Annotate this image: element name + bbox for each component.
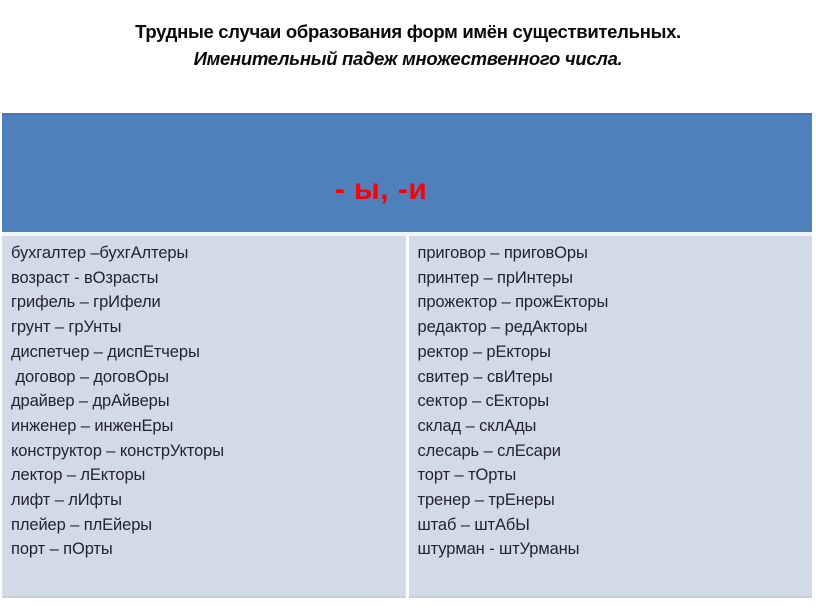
- word-pair-row: конструктор – констрУкторы: [11, 441, 225, 460]
- word-pair-row: инженер – инженЕры: [11, 416, 174, 435]
- word-pair-row: плейер – плЕйеры: [11, 515, 153, 534]
- word-pair-row: сектор – сЕкторы: [417, 392, 550, 411]
- word-endings-table: - ы, -и бухгалтер –бухгАлтеры возраст - в…: [2, 113, 812, 598]
- left-word-column: бухгалтер –бухгАлтеры возраст - вОзрасты г…: [2, 236, 406, 598]
- column-divider: [405, 236, 409, 598]
- word-pair-row: слесарь – слЕсари: [417, 441, 562, 460]
- word-pair-row: порт – пОрты: [11, 540, 113, 559]
- word-pair-row: бухгалтер –бухгАлтеры: [11, 244, 189, 262]
- word-pair-row: свитер – свИтеры: [417, 367, 553, 386]
- word-pair-row: ректор – рЕкторы: [417, 342, 552, 361]
- word-pair-row: редактор – редАкторы: [417, 318, 588, 337]
- word-pair-row: штаб – штАбЫ: [417, 515, 530, 534]
- right-word-column: приговор – приговОры принтер – прИнтеры пр…: [408, 236, 812, 598]
- slide-subtitle: Именительный падеж множественного числа.: [193, 48, 623, 69]
- table-body: бухгалтер –бухгАлтеры возраст - вОзрасты г…: [2, 236, 812, 598]
- word-pair-row: грифель – грИфели: [11, 293, 161, 312]
- word-pair-row: возраст - вОзрасты: [11, 268, 159, 287]
- word-pair-row: диспетчер – диспЕтчеры: [11, 342, 200, 361]
- ending-label: - ы, -и: [334, 172, 428, 206]
- word-pair-row: грунт – грУнты: [11, 318, 122, 337]
- word-pair-row: прожектор – прожЕкторы: [417, 293, 609, 312]
- table-header-band: - ы, -и: [2, 113, 812, 232]
- word-pair-row: тренер – трЕнеры: [417, 491, 555, 510]
- word-pair-row: лифт – лИфты: [11, 491, 122, 510]
- word-pair-row: штурман - штУрманы: [417, 540, 580, 559]
- word-pair-row: лектор – лЕкторы: [11, 466, 146, 485]
- word-pair-row: приговор – приговОры: [417, 244, 588, 262]
- word-pair-row: торт – тОрты: [417, 466, 517, 485]
- slide-title-block: Трудные случаи образования форм имён сущ…: [0, 18, 816, 72]
- slide-title: Трудные случаи образования форм имён сущ…: [135, 21, 681, 42]
- header-body-divider: [2, 232, 812, 236]
- word-pair-row: драйвер – дрАйверы: [11, 392, 170, 411]
- word-pair-row: договор – договОры: [11, 367, 169, 386]
- word-pair-row: склад – склАды: [417, 416, 537, 435]
- word-pair-row: принтер – прИнтеры: [417, 268, 573, 287]
